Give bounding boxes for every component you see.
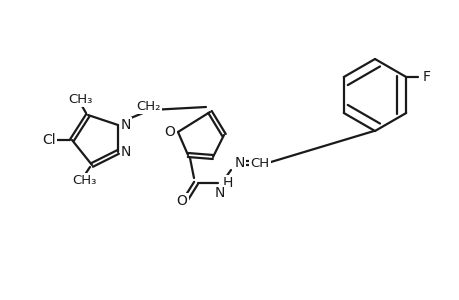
- Text: F: F: [421, 70, 429, 84]
- Text: O: O: [164, 125, 175, 139]
- Text: Cl: Cl: [42, 133, 56, 147]
- Text: N: N: [214, 186, 225, 200]
- Text: O: O: [176, 194, 187, 208]
- Text: CH₃: CH₃: [72, 175, 96, 188]
- Text: N: N: [235, 156, 245, 170]
- Text: CH: CH: [250, 157, 269, 169]
- Text: N: N: [121, 118, 131, 132]
- Text: H: H: [222, 176, 233, 190]
- Text: N: N: [121, 145, 131, 159]
- Text: CH₃: CH₃: [67, 92, 92, 106]
- Text: CH₂: CH₂: [136, 100, 161, 112]
